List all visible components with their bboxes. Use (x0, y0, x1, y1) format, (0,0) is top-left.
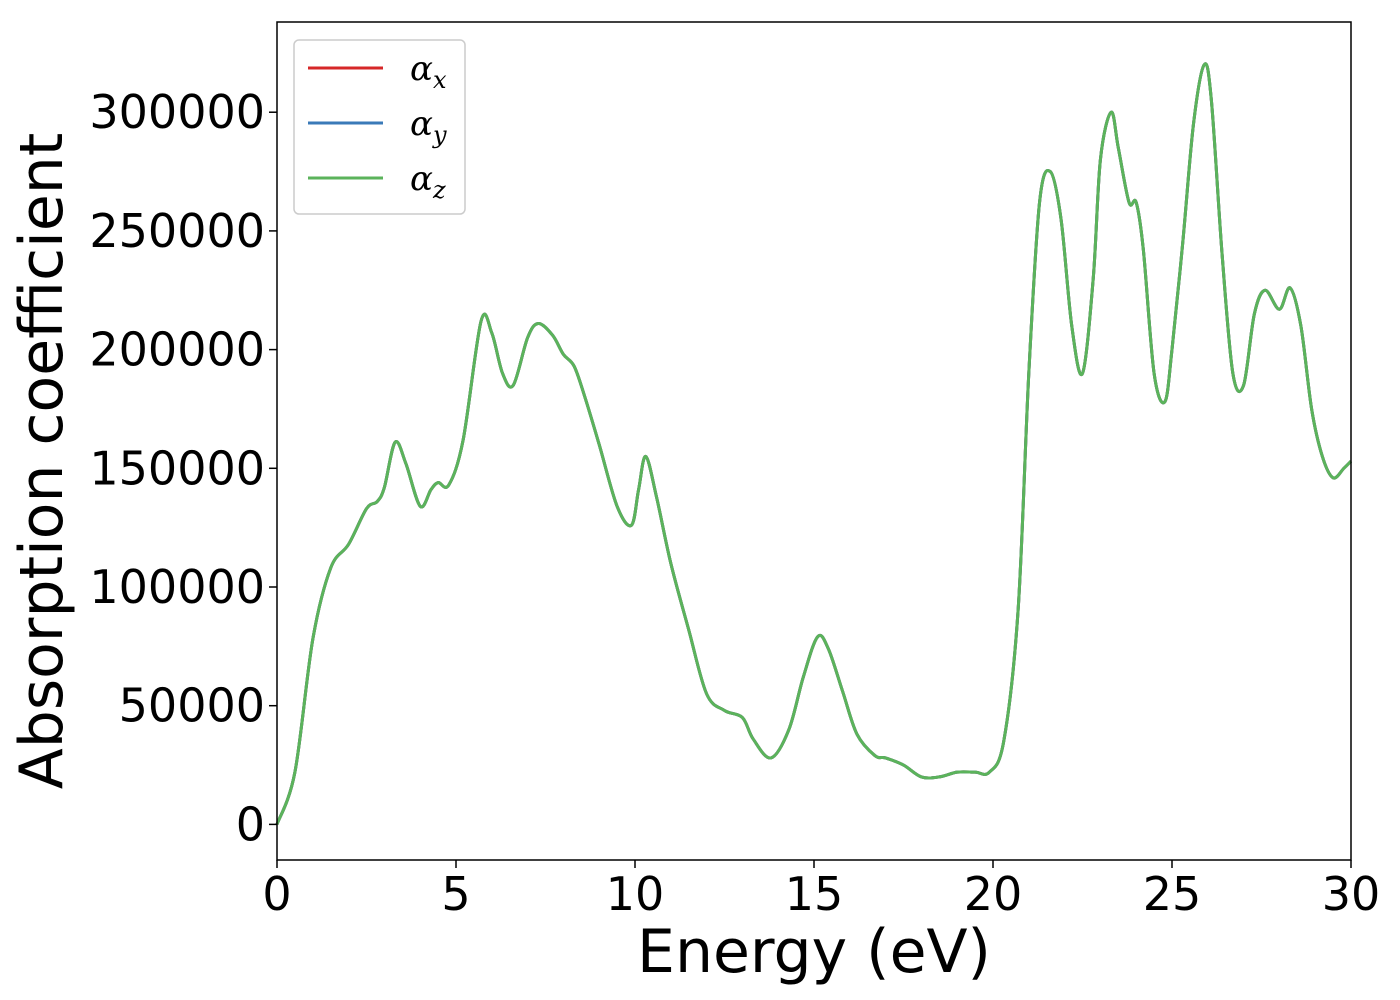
x-tick-label: 20 (964, 867, 1023, 921)
y-tick-label: 250000 (89, 204, 265, 258)
y-axis-ticks: 0 50000 100000 150000 200000 250000 300000 (89, 85, 277, 851)
series-layer (275, 62, 1353, 825)
series-line-α-z (275, 62, 1353, 825)
y-tick-label: 50000 (119, 679, 265, 733)
y-tick-label: 200000 (89, 323, 265, 377)
x-tick-label: 10 (606, 867, 665, 921)
x-axis-title: Energy (eV) (637, 917, 991, 987)
y-tick-label: 100000 (89, 560, 265, 614)
legend-label-x: αx (410, 49, 447, 94)
legend-box (293, 39, 466, 215)
legend-label-z: αz (410, 159, 446, 204)
x-tick-label: 5 (441, 867, 470, 921)
y-axis-title: Absorption coefficient (7, 133, 77, 790)
y-tick-label: 300000 (89, 85, 265, 139)
y-tick-label: 0 (236, 797, 265, 851)
x-axis-ticks: 0 5 10 15 20 25 30 (262, 860, 1380, 921)
x-tick-label: 25 (1143, 867, 1202, 921)
x-tick-label: 0 (262, 867, 291, 921)
legend: αx αy αz (293, 39, 466, 215)
x-tick-label: 15 (785, 867, 844, 921)
x-tick-label: 30 (1322, 867, 1381, 921)
legend-label-y: αy (410, 104, 447, 149)
y-tick-label: 150000 (89, 441, 265, 495)
